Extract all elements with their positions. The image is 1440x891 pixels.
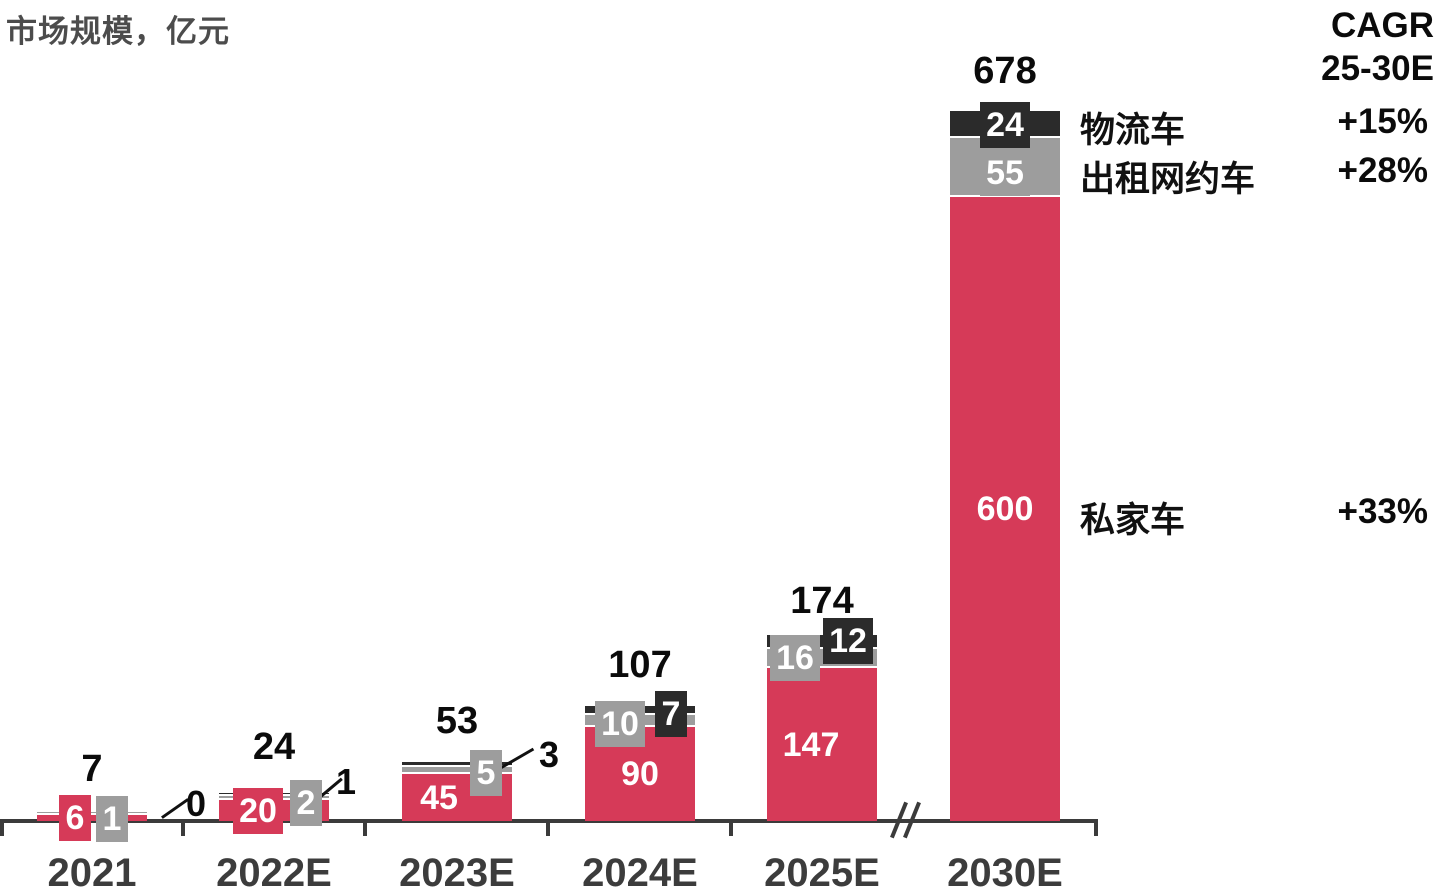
x-axis-tick [729, 819, 733, 836]
legend-label-taxi: 出租网约车 [1080, 160, 1256, 199]
cagr-column-header: CAGR 25-30E [1174, 4, 1434, 90]
x-axis-label-2025E: 2025E [764, 851, 880, 891]
x-axis-tick [363, 819, 367, 836]
x-axis-label-2022E: 2022E [216, 851, 332, 891]
segment-value-chip: 16 [770, 634, 820, 681]
segment-value-chip: 45 [414, 774, 464, 821]
cagr-value-logistics: +15% [1337, 102, 1429, 141]
cagr-value-taxi: +28% [1337, 151, 1429, 190]
x-axis-label-2023E: 2023E [399, 851, 515, 891]
segment-value-chip: 24 [980, 101, 1030, 148]
bar-total-label: 7 [81, 748, 103, 790]
segment-value-chip: 6 [59, 795, 91, 841]
x-axis-tick [0, 819, 4, 836]
segment-value-chip: 90 [615, 751, 665, 797]
legend-label-private: 私家车 [1080, 501, 1186, 540]
bar-segment-出租网约车 [37, 812, 147, 813]
segment-value-outside: 3 [538, 734, 560, 775]
segment-value-chip: 2 [290, 780, 322, 826]
x-axis-tick [546, 819, 550, 836]
bar-total-label: 678 [973, 50, 1037, 92]
x-axis-label-2021: 2021 [47, 851, 137, 891]
segment-value-outside: 0 [185, 783, 207, 824]
segment-value-chip: 600 [971, 486, 1039, 532]
bar-total-label: 53 [435, 700, 479, 742]
segment-value-chip: 55 [980, 149, 1030, 196]
cagr-header-line1: CAGR [1330, 6, 1434, 45]
segment-value-chip: 12 [823, 618, 873, 664]
cagr-value-private: +33% [1337, 492, 1429, 531]
segment-value-chip: 147 [777, 721, 845, 768]
x-axis-label-2024E: 2024E [582, 851, 698, 891]
chart-title: 市场规模，亿元 [6, 14, 230, 49]
x-axis-tick [181, 819, 185, 836]
segment-value-chip: 5 [470, 749, 502, 796]
segment-value-chip: 20 [233, 787, 283, 834]
bar-segment-物流车 [402, 762, 512, 765]
bar-segment-私家车 [37, 815, 147, 821]
bar-total-label: 24 [252, 726, 296, 768]
bar-total-label: 174 [790, 580, 854, 622]
x-axis-tick [1094, 819, 1098, 836]
segment-value-chip: 1 [96, 795, 128, 842]
bar-total-label: 107 [608, 644, 672, 686]
x-axis-label-2030E: 2030E [947, 851, 1063, 891]
segment-value-chip: 7 [655, 690, 687, 737]
segment-value-chip: 10 [595, 701, 645, 747]
cagr-header-line2: 25-30E [1321, 49, 1434, 88]
legend-label-logistics: 物流车 [1080, 111, 1186, 150]
segment-value-outside: 1 [335, 761, 357, 802]
bar-segment-出租网约车 [402, 767, 512, 772]
